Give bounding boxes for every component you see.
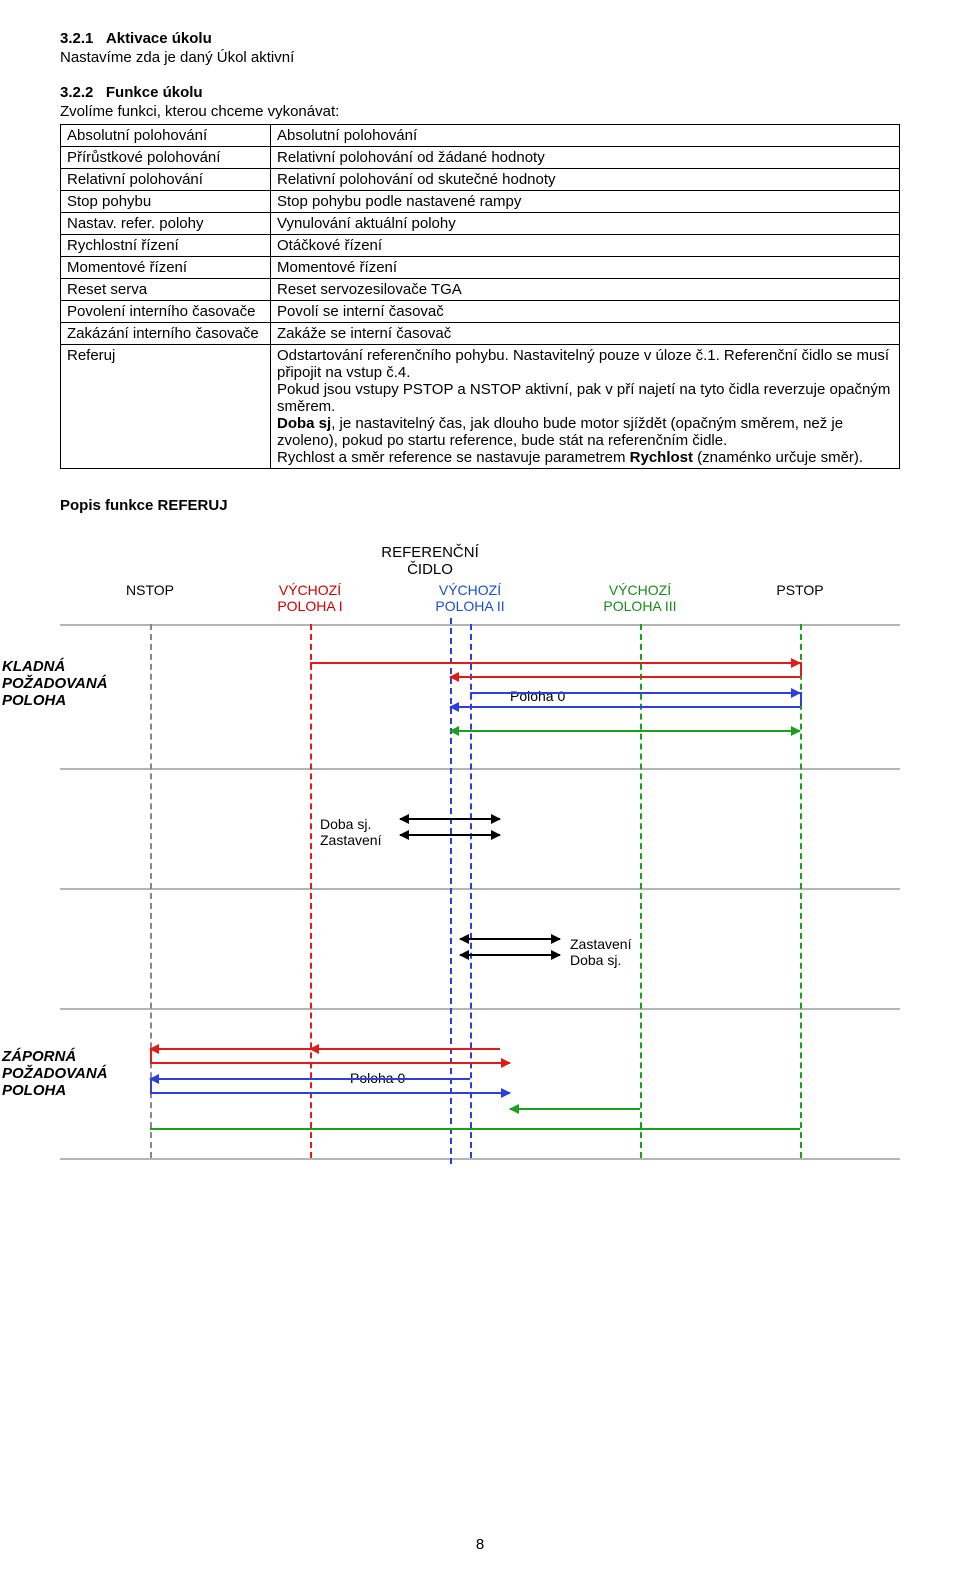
connector [150,1048,152,1062]
arrow-line [150,1092,510,1094]
connector [150,1078,152,1092]
arrow-line [150,1062,510,1064]
table-cell: Relativní polohování od skutečné hodnoty [271,169,900,191]
table-cell: Zakázání interního časovače [61,323,271,345]
arrow-line [450,818,500,820]
table-row: Nastav. refer. polohyVynulování aktuální… [61,213,900,235]
table-cell: Momentové řízení [271,257,900,279]
arrow-line [310,1048,500,1050]
table-cell: Absolutní polohování [271,125,900,147]
table-row: Momentové řízeníMomentové řízení [61,257,900,279]
table-cell: Otáčkové řízení [271,235,900,257]
table-cell: Stop pohybu [61,191,271,213]
arrow-line [400,818,450,820]
vdash-vy3 [640,624,642,1158]
table-cell: Reset serva [61,279,271,301]
rail [60,1158,900,1160]
table-cell: Relativní polohování [61,169,271,191]
section-322-heading: 3.2.2 Funkce úkolu [60,84,900,101]
table-row: Zakázání interního časovačeZakáže se int… [61,323,900,345]
table-row: Absolutní polohováníAbsolutní polohování [61,125,900,147]
referuj-diagram: REFERENČNÍ ČIDLO NSTOP VÝCHOZÍPOLOHA I V… [60,544,900,1188]
table-row: Stop pohybuStop pohybu podle nastavené r… [61,191,900,213]
connector [800,692,802,706]
arrow-line [450,676,800,678]
table-cell: Rychlostní řízení [61,235,271,257]
table-cell: Vynulování aktuální polohy [271,213,900,235]
functions-table: Absolutní polohováníAbsolutní polohování… [60,124,900,469]
table-cell: Referuj [61,345,271,469]
side-zaporna: ZÁPORNÁ POŽADOVANÁ POLOHA [2,1048,108,1099]
arrow-line [400,834,450,836]
vdash-vy2 [470,624,472,1158]
arrow-line [460,938,510,940]
rail [60,888,900,890]
table-row: Povolení interního časovačePovolí se int… [61,301,900,323]
arrow-line [510,954,560,956]
table-row: Přírůstkové polohováníRelativní polohová… [61,147,900,169]
arrow-line [450,706,800,708]
doba-sj-upper: Doba sj. Zastavení [320,816,381,848]
table-cell: Povolí se interní časovač [271,301,900,323]
table-cell: Absolutní polohování [61,125,271,147]
ref-cidlo-label: REFERENČNÍ ČIDLO [360,544,500,578]
table-cell: Povolení interního časovače [61,301,271,323]
table-cell: Momentové řízení [61,257,271,279]
table-row: Reset servaReset servozesilovače TGA [61,279,900,301]
table-cell: Nastav. refer. polohy [61,213,271,235]
arrow-line [150,1078,470,1080]
table-cell: Stop pohybu podle nastavené rampy [271,191,900,213]
rail [60,1008,900,1010]
table-cell: Odstartování referenčního pohybu. Nastav… [271,345,900,469]
rail [60,624,900,626]
pstop-label: PSTOP [770,582,830,598]
table-cell: Reset servozesilovače TGA [271,279,900,301]
zastaveni-lower: Zastavení Doba sj. [570,936,631,968]
connector [800,662,802,676]
page-number: 8 [0,1536,960,1553]
arrow-line [470,692,800,694]
poloha0-top: Poloha 0 [510,688,565,704]
rail [60,768,900,770]
arrow-line [150,1128,800,1130]
table-row: Relativní polohováníRelativní polohování… [61,169,900,191]
table-cell: Zakáže se interní časovač [271,323,900,345]
vychozi3-label: VÝCHOZÍPOLOHA III [590,582,690,614]
table-row: ReferujOdstartování referenčního pohybu.… [61,345,900,469]
vdash-ref [450,618,452,1164]
arrow-line [450,834,500,836]
vychozi1-label: VÝCHOZÍPOLOHA I [260,582,360,614]
table-cell: Přírůstkové polohování [61,147,271,169]
arrow-line [510,1108,640,1110]
arrow-line [510,938,560,940]
arrow-line [310,662,800,664]
arrow-line [640,730,800,732]
section-322-body: Zvolíme funkci, kterou chceme vykonávat: [60,103,900,120]
arrow-line [460,954,510,956]
table-cell: Relativní polohování od žádané hodnoty [271,147,900,169]
section-321-body: Nastavíme zda je daný Úkol aktivní [60,49,900,66]
nstop-label: NSTOP [120,582,180,598]
side-kladna: KLADNÁ POŽADOVANÁ POLOHA [2,658,108,709]
vychozi2-label: VÝCHOZÍPOLOHA II [420,582,520,614]
section-321-heading: 3.2.1 Aktivace úkolu [60,30,900,47]
table-row: Rychlostní řízeníOtáčkové řízení [61,235,900,257]
popis-title: Popis funkce REFERUJ [60,497,900,514]
